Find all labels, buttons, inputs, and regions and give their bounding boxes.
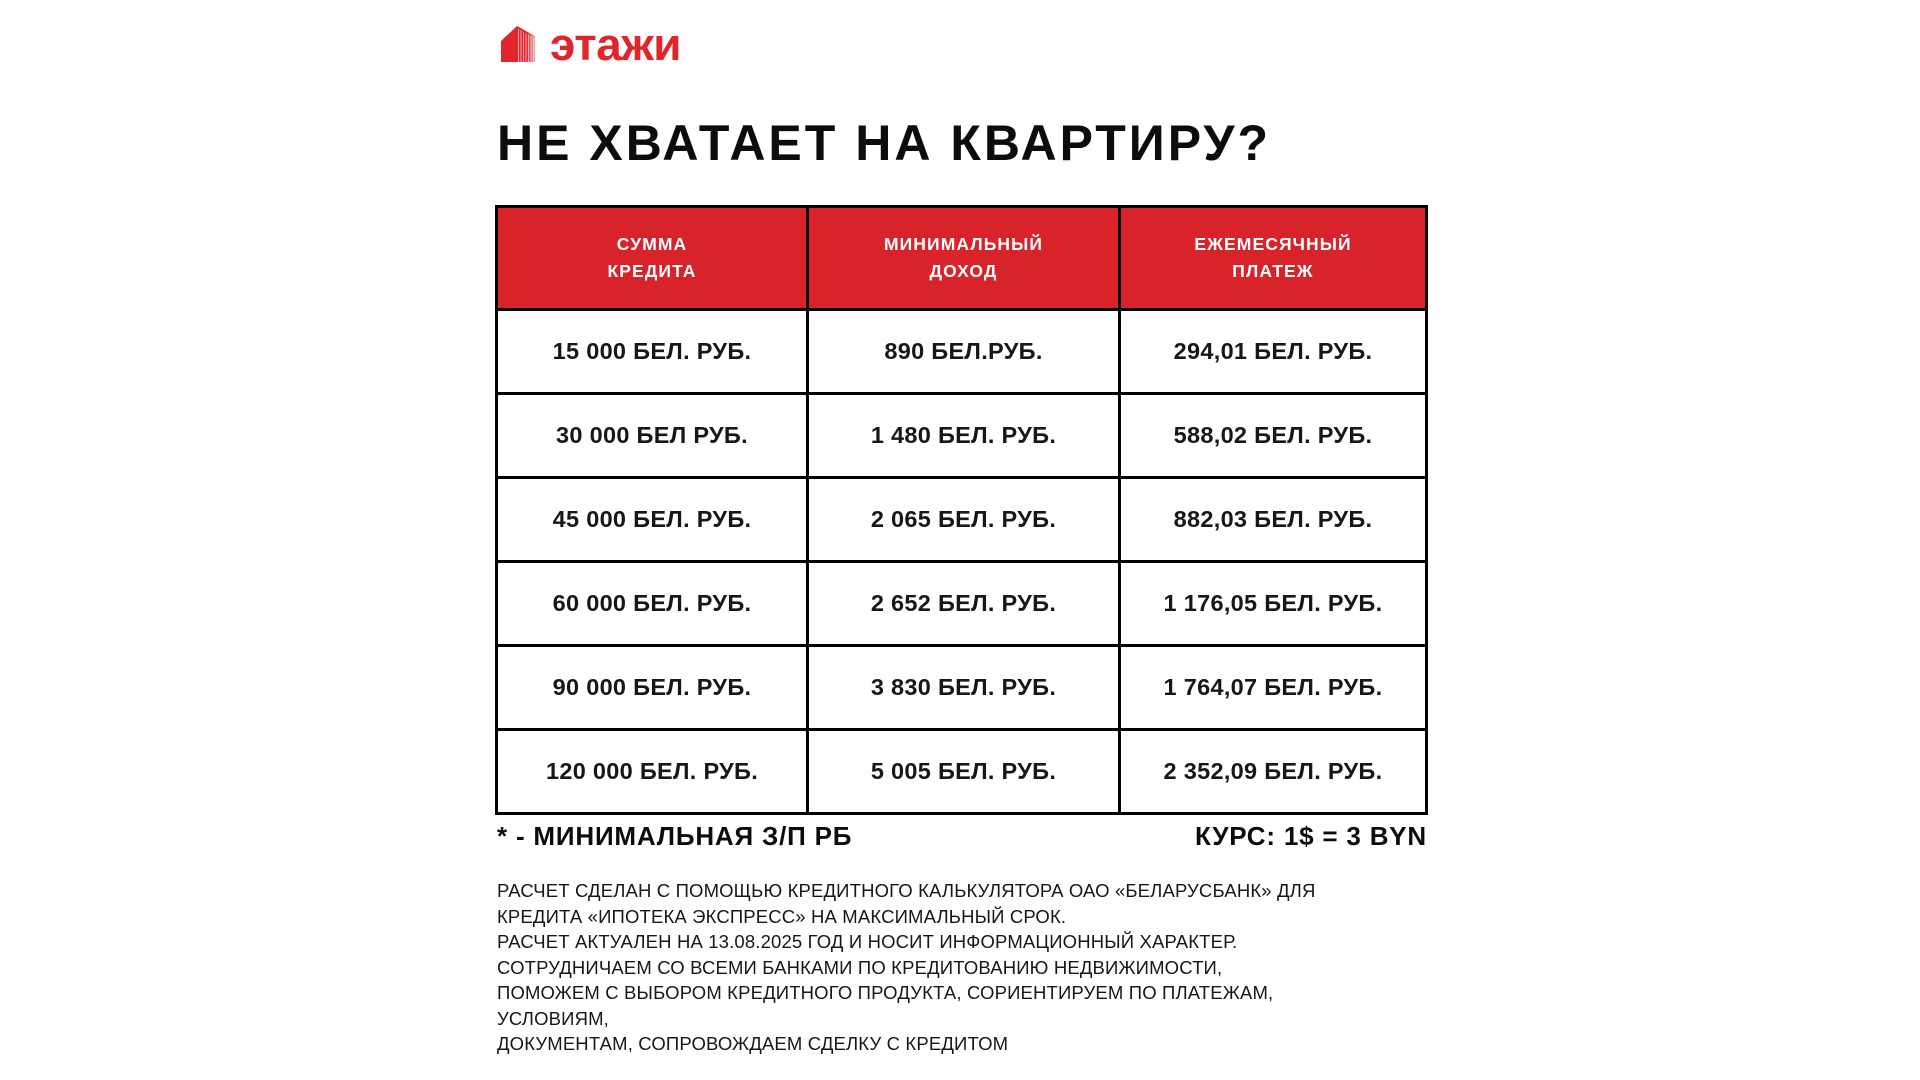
table-header-row: СУММА КРЕДИТА МИНИМАЛЬНЫЙ ДОХОД ЕЖЕМЕСЯЧ… bbox=[495, 205, 1428, 311]
cell-payment: 1 176,05 БЕЛ. РУБ. bbox=[1118, 560, 1428, 647]
fineprint-line-5: ПОМОЖЕМ С ВЫБОРОМ КРЕДИТНОГО ПРОДУКТА, С… bbox=[497, 982, 1274, 1003]
cell-income: 1 480 БЕЛ. РУБ. bbox=[806, 392, 1121, 479]
cell-income: 3 830 БЕЛ. РУБ. bbox=[806, 644, 1121, 731]
column-header-amount-line1: СУММА bbox=[616, 234, 688, 254]
fineprint-block: РАСЧЕТ СДЕЛАН С ПОМОЩЬЮ КРЕДИТНОГО КАЛЬК… bbox=[497, 878, 1457, 1057]
cell-income: 5 005 БЕЛ. РУБ. bbox=[806, 728, 1121, 815]
cell-amount: 120 000 БЕЛ. РУБ. bbox=[495, 728, 809, 815]
fineprint-line-6: УСЛОВИЯМ, bbox=[497, 1007, 609, 1029]
cell-amount: 15 000 БЕЛ. РУБ. bbox=[495, 308, 809, 395]
cell-amount: 45 000 БЕЛ. РУБ. bbox=[495, 476, 809, 563]
column-header-amount-line2: КРЕДИТА bbox=[607, 261, 697, 281]
table-row: 15 000 БЕЛ. РУБ. 890 БЕЛ.РУБ. 294,01 БЕЛ… bbox=[495, 308, 1428, 395]
column-header-payment-line1: ЕЖЕМЕСЯЧНЫЙ bbox=[1194, 234, 1352, 254]
page-title: НЕ ХВАТАЕТ НА КВАРТИРУ? bbox=[497, 114, 1272, 171]
exchange-rate-note: КУРС: 1$ = 3 BYN bbox=[1195, 821, 1427, 851]
credit-table: СУММА КРЕДИТА МИНИМАЛЬНЫЙ ДОХОД ЕЖЕМЕСЯЧ… bbox=[495, 205, 1428, 815]
cell-payment: 2 352,09 БЕЛ. РУБ. bbox=[1118, 728, 1428, 815]
column-header-payment: ЕЖЕМЕСЯЧНЫЙ ПЛАТЕЖ bbox=[1118, 205, 1428, 311]
fineprint-line-7: ДОКУМЕНТАМ, СОПРОВОЖДАЕМ СДЕЛКУ С КРЕДИТ… bbox=[497, 1033, 1009, 1054]
table-row: 45 000 БЕЛ. РУБ. 2 065 БЕЛ. РУБ. 882,03 … bbox=[495, 476, 1428, 563]
cell-payment: 1 764,07 БЕЛ. РУБ. bbox=[1118, 644, 1428, 731]
fineprint-line-2: КРЕДИТА «ИПОТЕКА ЭКСПРЕСС» НА МАКСИМАЛЬН… bbox=[497, 905, 1067, 927]
table-row: 90 000 БЕЛ. РУБ. 3 830 БЕЛ. РУБ. 1 764,0… bbox=[495, 644, 1428, 731]
footnote-minimum-salary: * - МИНИМАЛЬНАЯ З/П РБ bbox=[497, 821, 853, 851]
column-header-payment-line2: ПЛАТЕЖ bbox=[1232, 261, 1314, 281]
cell-income: 2 065 БЕЛ. РУБ. bbox=[806, 476, 1121, 563]
table-row: 60 000 БЕЛ. РУБ. 2 652 БЕЛ. РУБ. 1 176,0… bbox=[495, 560, 1428, 647]
cell-amount: 90 000 БЕЛ. РУБ. bbox=[495, 644, 809, 731]
cell-payment: 882,03 БЕЛ. РУБ. bbox=[1118, 476, 1428, 563]
fineprint-line-1: РАСЧЕТ СДЕЛАН С ПОМОЩЬЮ КРЕДИТНОГО КАЛЬК… bbox=[497, 880, 1316, 901]
table-row: 120 000 БЕЛ. РУБ. 5 005 БЕЛ. РУБ. 2 352,… bbox=[495, 728, 1428, 815]
table-body: 15 000 БЕЛ. РУБ. 890 БЕЛ.РУБ. 294,01 БЕЛ… bbox=[495, 308, 1428, 815]
cell-payment: 294,01 БЕЛ. РУБ. bbox=[1118, 308, 1428, 395]
fineprint-line-4: СОТРУДНИЧАЕМ СО ВСЕМИ БАНКАМИ ПО КРЕДИТО… bbox=[497, 956, 1223, 978]
cell-payment: 588,02 БЕЛ. РУБ. bbox=[1118, 392, 1428, 479]
brand-name: этажи bbox=[550, 18, 681, 70]
column-header-income-line1: МИНИМАЛЬНЫЙ bbox=[883, 234, 1044, 254]
notes-row: * - МИНИМАЛЬНАЯ З/П РБ КУРС: 1$ = 3 BYN bbox=[497, 821, 1427, 852]
cell-amount: 30 000 БЕЛ РУБ. bbox=[495, 392, 809, 479]
cell-amount: 60 000 БЕЛ. РУБ. bbox=[495, 560, 809, 647]
building-icon bbox=[497, 24, 539, 64]
cell-income: 890 БЕЛ.РУБ. bbox=[806, 308, 1121, 395]
column-header-income: МИНИМАЛЬНЫЙ ДОХОД bbox=[806, 205, 1121, 311]
column-header-amount: СУММА КРЕДИТА bbox=[495, 205, 809, 311]
table-row: 30 000 БЕЛ РУБ. 1 480 БЕЛ. РУБ. 588,02 Б… bbox=[495, 392, 1428, 479]
table-header: СУММА КРЕДИТА МИНИМАЛЬНЫЙ ДОХОД ЕЖЕМЕСЯЧ… bbox=[495, 205, 1428, 311]
cell-income: 2 652 БЕЛ. РУБ. bbox=[806, 560, 1121, 647]
brand-logo: этажи bbox=[497, 18, 681, 70]
column-header-income-line2: ДОХОД bbox=[929, 261, 998, 281]
fineprint-line-3: РАСЧЕТ АКТУАЛЕН НА 13.08.2025 ГОД И НОСИ… bbox=[497, 931, 1238, 952]
